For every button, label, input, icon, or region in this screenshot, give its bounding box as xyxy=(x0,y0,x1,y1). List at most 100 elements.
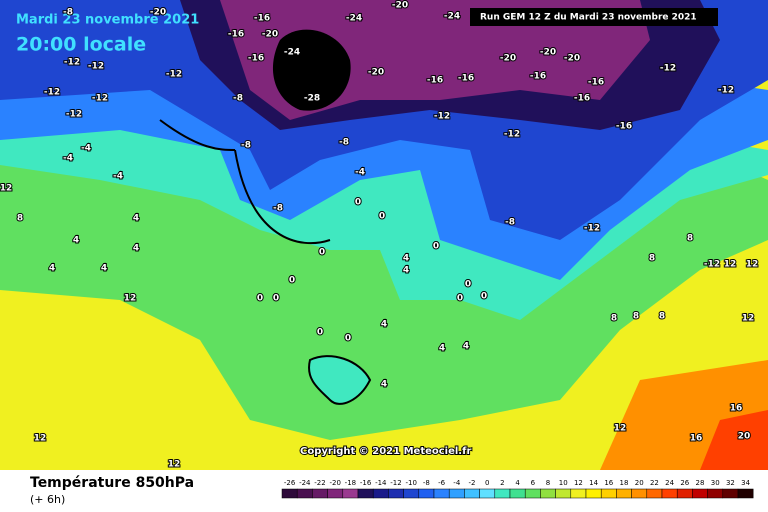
temperature-label: -16 xyxy=(248,54,264,64)
legend-value: -22 xyxy=(314,479,325,487)
legend-value: 4 xyxy=(515,479,520,487)
temperature-label: 8 xyxy=(649,254,655,264)
temperature-label: -16 xyxy=(574,94,590,104)
legend-value: -20 xyxy=(329,479,340,487)
legend-title: Température 850hPa xyxy=(30,475,194,491)
forecast-step: (+ 6h) xyxy=(30,493,65,506)
legend-value: -14 xyxy=(375,479,387,487)
legend-swatch xyxy=(464,488,480,499)
legend-value: 20 xyxy=(635,479,644,487)
legend-swatch xyxy=(494,488,511,499)
temperature-label: -12 xyxy=(66,110,82,120)
legend-value: -2 xyxy=(469,479,476,487)
temperature-label: 0 xyxy=(289,276,295,286)
temperature-label: -16 xyxy=(228,30,244,40)
temperature-label: 4 xyxy=(381,320,387,330)
temperature-label: -12 xyxy=(718,86,734,96)
copyright: Copyright © 2021 Meteociel.fr xyxy=(300,446,471,457)
temperature-label: 0 xyxy=(481,292,487,302)
legend-swatch xyxy=(509,488,526,499)
temperature-label: -20 xyxy=(540,48,556,58)
temperature-label: 0 xyxy=(355,198,361,208)
temperature-label: 8 xyxy=(659,312,665,322)
legend-swatch xyxy=(676,488,693,499)
legend-value: 8 xyxy=(546,479,550,487)
legend-swatch xyxy=(616,488,632,499)
temperature-label: -28 xyxy=(304,94,320,104)
legend-swatch xyxy=(692,488,708,499)
legend-value: -24 xyxy=(299,479,311,487)
legend-value: -4 xyxy=(453,479,461,487)
legend-value: -26 xyxy=(284,479,296,487)
color-legend: -26 -24 -22 -20 -18 -16 -14 -12 -10 -8 -6 -4 -2 0 2 4 6 8… xyxy=(281,479,754,499)
temperature-label: 0 xyxy=(345,334,351,344)
temperature-label: 4 xyxy=(381,380,387,390)
temperature-label: -12 xyxy=(92,94,108,104)
temperature-label: -8 xyxy=(233,94,243,104)
temperature-label: 0 xyxy=(465,280,471,290)
legend-value: 26 xyxy=(680,479,689,487)
legend-value: 14 xyxy=(589,479,598,487)
legend-swatch xyxy=(357,488,374,499)
legend-swatch xyxy=(600,488,617,499)
temperature-label: 0 xyxy=(319,248,325,258)
temperature-label: 0 xyxy=(317,328,323,338)
temperature-label: 0 xyxy=(379,212,385,222)
temperature-label: -20 xyxy=(150,8,166,18)
temperature-label: 4 xyxy=(73,236,79,246)
temperature-label: 12 xyxy=(34,434,47,444)
temperature-label: 4 xyxy=(133,214,139,224)
temperature-label: -4 xyxy=(81,144,91,154)
temperature-label: -16 xyxy=(588,78,604,88)
legend-swatch xyxy=(646,488,663,499)
temperature-label: 8 xyxy=(633,312,639,322)
temperature-label: 4 xyxy=(439,344,445,354)
temperature-label: 12 xyxy=(742,314,755,324)
temperature-label: 16 xyxy=(730,404,743,414)
temperature-label: 12 xyxy=(0,184,12,194)
temperature-label: -12 xyxy=(44,88,60,98)
legend-value: 18 xyxy=(620,479,629,487)
legend-swatch xyxy=(707,488,724,499)
temperature-label: 8 xyxy=(611,314,617,324)
legend-value: 32 xyxy=(726,479,735,487)
legend-swatch xyxy=(737,488,754,499)
legend-swatch xyxy=(312,488,328,499)
temperature-label: 8 xyxy=(687,234,693,244)
legend-swatch xyxy=(372,488,389,499)
temperature-label: -12 xyxy=(64,58,80,68)
temperature-label: -4 xyxy=(355,168,365,178)
temperature-label: -8 xyxy=(241,141,251,151)
legend-swatch xyxy=(524,488,541,499)
time-label: 20:00 locale xyxy=(16,34,146,56)
legend-swatch xyxy=(631,488,648,499)
legend-swatch xyxy=(479,488,496,499)
temperature-label: 12 xyxy=(614,424,627,434)
temperature-label: -20 xyxy=(564,54,580,64)
legend-value: 16 xyxy=(604,479,613,487)
temperature-label: 0 xyxy=(457,294,463,304)
temperature-label: 4 xyxy=(101,264,107,274)
legend-value: 24 xyxy=(665,479,674,487)
temperature-label: 0 xyxy=(273,294,279,304)
legend-swatch xyxy=(403,488,420,499)
legend-swatch xyxy=(555,488,572,499)
temperature-label: -12 xyxy=(660,64,676,74)
temperature-label: 0 xyxy=(433,242,439,252)
legend-swatch xyxy=(281,488,298,499)
temperature-label: 16 xyxy=(690,434,703,444)
temperature-label: 12 xyxy=(168,460,181,470)
legend-swatch xyxy=(433,488,450,499)
temperature-label: -12 xyxy=(704,260,720,270)
temperature-label: -20 xyxy=(500,54,516,64)
date-label: Mardi 23 novembre 2021 xyxy=(16,13,199,28)
temperature-label: -20 xyxy=(392,1,408,11)
temperature-label: -16 xyxy=(616,122,632,132)
legend-value: 0 xyxy=(485,479,489,487)
legend-value: -10 xyxy=(405,479,416,487)
run-banner xyxy=(470,8,718,26)
legend-swatch xyxy=(570,488,587,499)
temperature-label: -8 xyxy=(339,138,349,148)
legend-swatch xyxy=(661,488,678,499)
